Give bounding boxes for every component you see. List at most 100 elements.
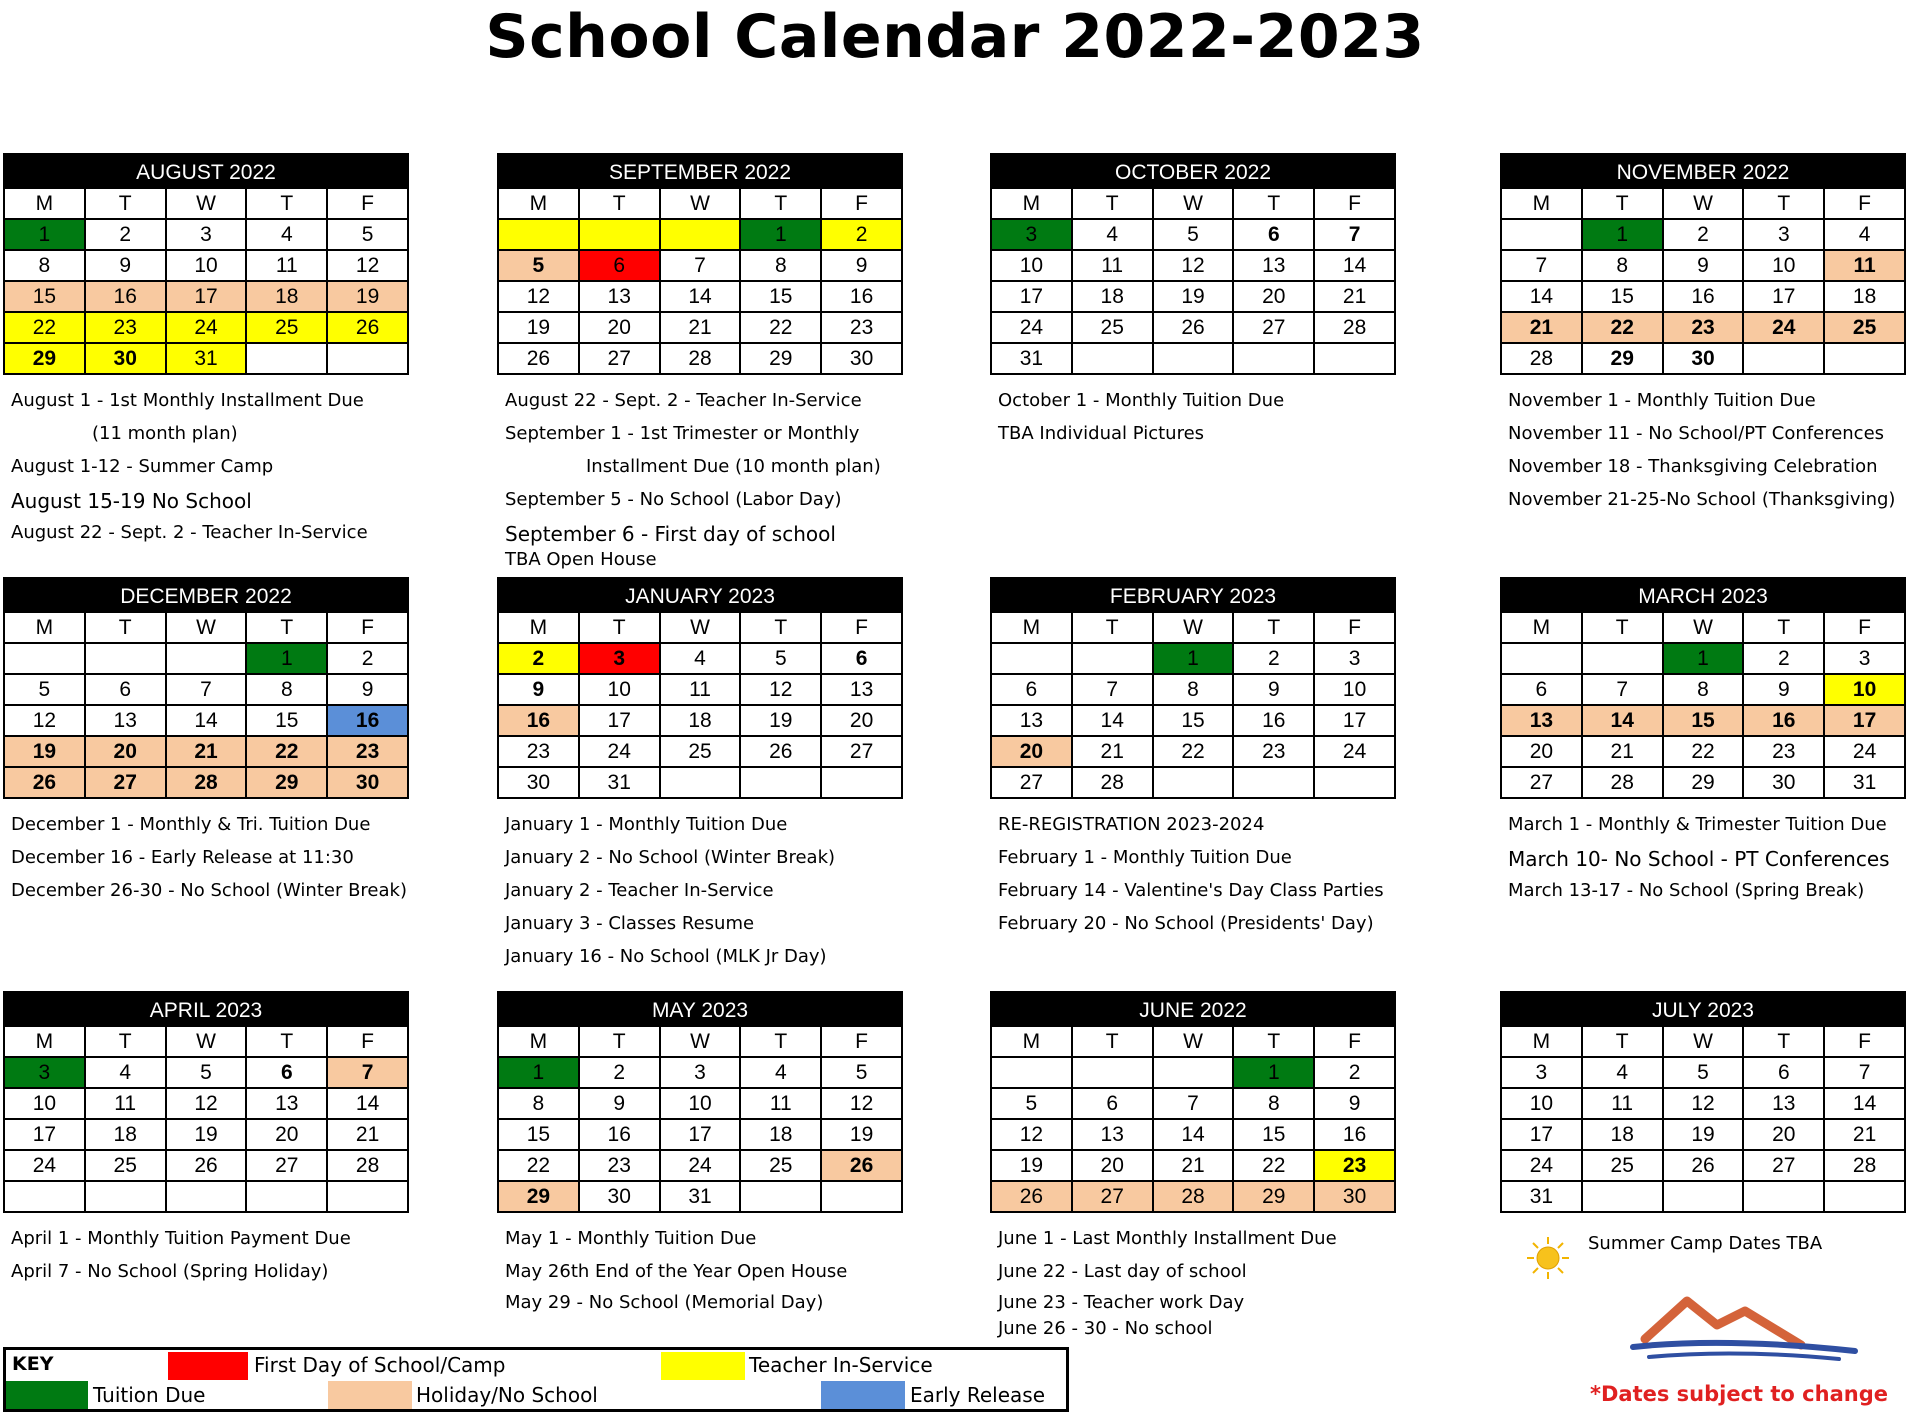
day-cell: 23: [1742, 735, 1826, 768]
note-line: December 16 - Early Release at 11:30: [11, 847, 354, 868]
day-cell: 12: [990, 1118, 1073, 1151]
day-cell: 30: [497, 766, 580, 799]
day-cell: 16: [820, 280, 903, 313]
day-cell: 12: [739, 673, 823, 706]
day-cell: 5: [1151, 218, 1235, 251]
weekday-header: F: [1313, 187, 1396, 220]
day-cell: [497, 218, 580, 251]
day-cell: 18: [1580, 1118, 1664, 1151]
day-cell: 21: [1500, 311, 1583, 344]
weekday-header: W: [164, 611, 248, 644]
month-calendar: OCTOBER 2022 M T W T F 3 4 5 6 7 10 11 12 13 14 17 18 19 20…: [990, 153, 1396, 375]
day-cell: 5: [990, 1087, 1073, 1120]
day-cell: 5: [326, 218, 409, 251]
weekday-header: M: [1500, 1025, 1583, 1058]
day-cell: 14: [1313, 249, 1396, 282]
day-cell: 11: [658, 673, 742, 706]
day-cell: 23: [83, 311, 167, 344]
day-cell: 14: [164, 704, 248, 737]
day-cell: [1151, 766, 1235, 799]
note-line: January 3 - Classes Resume: [505, 913, 755, 934]
day-cell: 13: [990, 704, 1073, 737]
day-cell: [739, 1180, 823, 1213]
day-cell: 6: [577, 249, 661, 282]
day-cell: 23: [1661, 311, 1745, 344]
day-cell: 16: [1661, 280, 1745, 313]
day-cell: 20: [577, 311, 661, 344]
note-line: May 26th End of the Year Open House: [505, 1261, 848, 1282]
day-cell: 4: [1823, 218, 1906, 251]
day-cell: 25: [245, 311, 329, 344]
day-cell: 20: [245, 1118, 329, 1151]
day-cell: 28: [1500, 342, 1583, 375]
note-line: February 14 - Valentine's Day Class Part…: [998, 880, 1384, 901]
note-line: April 1 - Monthly Tuition Payment Due: [11, 1228, 351, 1249]
day-cell: 14: [658, 280, 742, 313]
day-cell: [1070, 1056, 1154, 1089]
day-cell: 9: [83, 249, 167, 282]
day-cell: [577, 218, 661, 251]
note-line: December 1 - Monthly & Tri. Tuition Due: [11, 814, 371, 835]
day-cell: 6: [1500, 673, 1583, 706]
day-cell: 7: [1580, 673, 1664, 706]
day-cell: 23: [497, 735, 580, 768]
day-cell: 2: [1313, 1056, 1396, 1089]
day-cell: 6: [820, 642, 903, 675]
note-line: TBA Individual Pictures: [998, 423, 1205, 444]
day-cell: 14: [1151, 1118, 1235, 1151]
day-cell: 24: [990, 311, 1073, 344]
weekday-header: T: [739, 1025, 823, 1058]
day-cell: 9: [497, 673, 580, 706]
day-cell: 30: [820, 342, 903, 375]
day-cell: 15: [1580, 280, 1664, 313]
day-cell: 13: [820, 673, 903, 706]
day-cell: 1: [1661, 642, 1745, 675]
day-cell: 3: [1313, 642, 1396, 675]
note-line: August 22 - Sept. 2 - Teacher In-Service: [11, 522, 368, 543]
weekday-header: T: [1070, 1025, 1154, 1058]
day-cell: 11: [1070, 249, 1154, 282]
day-cell: 22: [1151, 735, 1235, 768]
day-cell: 28: [1580, 766, 1664, 799]
day-cell: 23: [577, 1149, 661, 1182]
day-cell: [820, 1180, 903, 1213]
day-cell: 20: [990, 735, 1073, 768]
note-line: June 1 - Last Monthly Installment Due: [998, 1228, 1337, 1249]
day-cell: 16: [326, 704, 409, 737]
day-cell: [1823, 342, 1906, 375]
day-cell: [1313, 766, 1396, 799]
day-cell: 15: [3, 280, 86, 313]
note-line: November 21-25-No School (Thanksgiving): [1508, 489, 1896, 510]
day-cell: 20: [1742, 1118, 1826, 1151]
day-cell: 9: [577, 1087, 661, 1120]
day-cell: 21: [1580, 735, 1664, 768]
day-cell: 31: [164, 342, 248, 375]
weekday-header: T: [1232, 187, 1316, 220]
weekday-header: M: [990, 1025, 1073, 1058]
day-cell: 7: [1151, 1087, 1235, 1120]
day-cell: 19: [820, 1118, 903, 1151]
note-line: September 5 - No School (Labor Day): [505, 489, 842, 510]
weekday-header: W: [164, 187, 248, 220]
day-cell: 15: [1151, 704, 1235, 737]
day-cell: 1: [1151, 642, 1235, 675]
weekday-header: W: [658, 1025, 742, 1058]
day-cell: [83, 642, 167, 675]
color-key: KEY First Day of School/Camp Teacher In-…: [3, 1347, 1069, 1412]
day-cell: 17: [1742, 280, 1826, 313]
day-cell: 22: [3, 311, 86, 344]
day-cell: 2: [1742, 642, 1826, 675]
note-line: March 10- No School - PT Conferences: [1508, 847, 1890, 871]
day-cell: 24: [3, 1149, 86, 1182]
day-cell: 10: [990, 249, 1073, 282]
day-cell: 11: [83, 1087, 167, 1120]
month-header: SEPTEMBER 2022: [497, 153, 903, 189]
day-cell: 5: [3, 673, 86, 706]
weekday-header: T: [83, 1025, 167, 1058]
day-cell: 5: [497, 249, 580, 282]
day-cell: 1: [497, 1056, 580, 1089]
day-cell: 12: [3, 704, 86, 737]
day-cell: 13: [245, 1087, 329, 1120]
day-cell: 14: [326, 1087, 409, 1120]
month-header: DECEMBER 2022: [3, 577, 409, 613]
